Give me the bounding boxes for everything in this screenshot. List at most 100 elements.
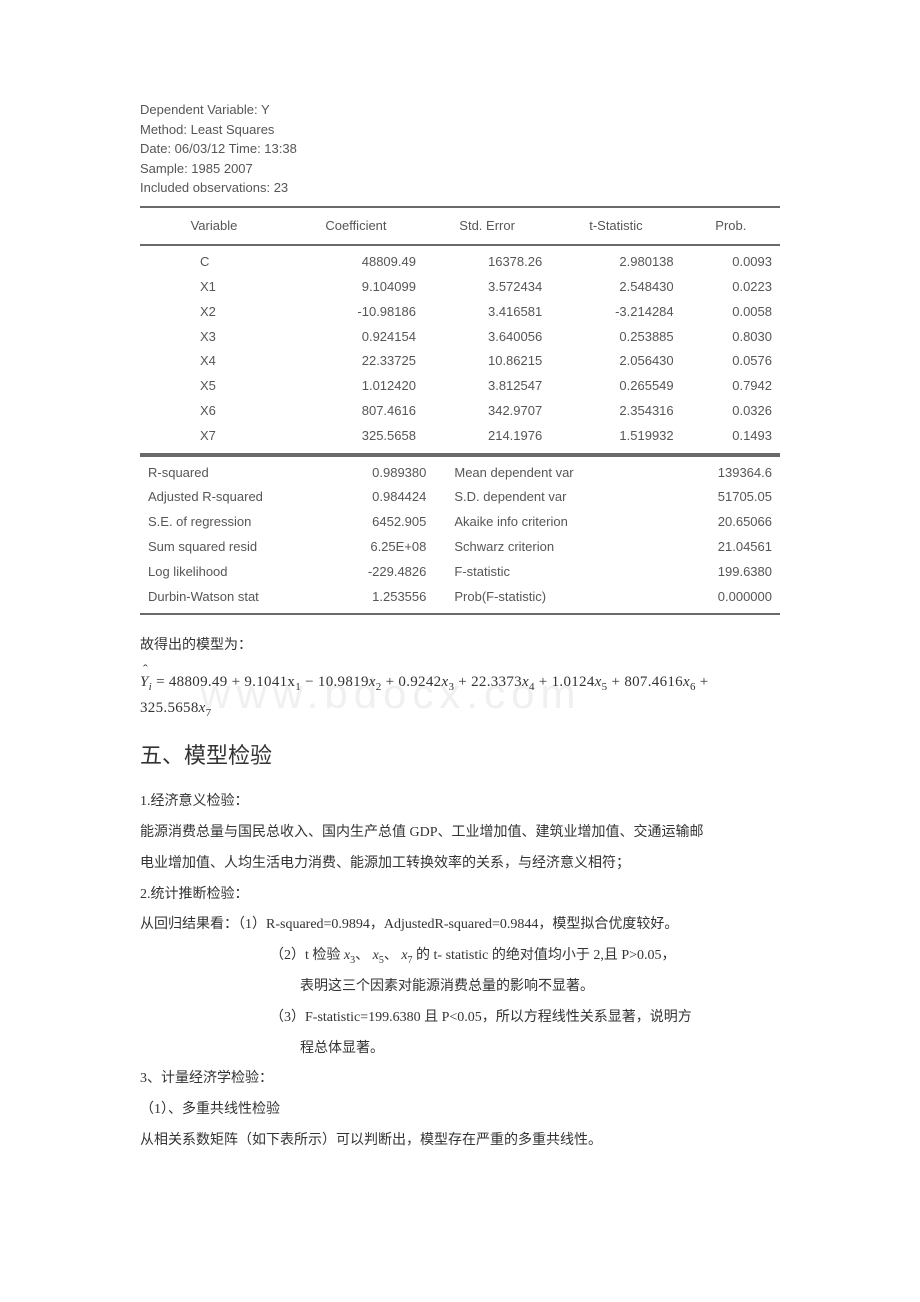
coef-cell: 0.0093: [682, 245, 780, 275]
included-line: Included observations: 23: [140, 178, 780, 198]
stats-row: Durbin-Watson stat1.253556Prob(F-statist…: [140, 585, 780, 615]
stats-row: R-squared0.989380Mean dependent var13936…: [140, 456, 780, 486]
stats-cell: 0.984424: [319, 485, 434, 510]
sec2-title: 2.统计推断检验：: [140, 880, 780, 911]
sec2-p3: 表明这三个因素对能源消费总量的影响不显著。: [140, 972, 780, 1003]
coef-row: X2-10.981863.416581-3.2142840.0058: [140, 300, 780, 325]
stats-cell: 20.65066: [652, 510, 780, 535]
coef-cell: 0.7942: [682, 374, 780, 399]
stats-cell: S.D. dependent var: [434, 485, 652, 510]
coef-cell: 807.4616: [288, 399, 424, 424]
col-prob: Prob.: [682, 207, 780, 246]
dep-var-line: Dependent Variable: Y: [140, 100, 780, 120]
coefficients-table: Variable Coefficient Std. Error t-Statis…: [140, 206, 780, 455]
sec2-p5: 程总体显著。: [140, 1034, 780, 1065]
coef-cell: 3.812547: [424, 374, 550, 399]
sec2-p2: （2）t 检验 x3、 x5、 x7 的 t- statistic 的绝对值均小…: [140, 941, 780, 972]
coef-row: X30.9241543.6400560.2538850.8030: [140, 325, 780, 350]
coef-cell: X4: [140, 349, 288, 374]
sep2: 、: [384, 948, 402, 963]
coef-row: C48809.4916378.262.9801380.0093: [140, 245, 780, 275]
sec2-p1: 从回归结果看：（1）R-squared=0.9894，AdjustedR-squ…: [140, 910, 780, 941]
sec1-p2: 电业增加值、人均生活电力消费、能源加工转换效率的关系，与经济意义相符；: [140, 849, 780, 880]
eq-term: + 807.4616x6: [607, 674, 695, 690]
stats-table: R-squared0.989380Mean dependent var13936…: [140, 455, 780, 616]
sec1-p1: 能源消费总量与国民总收入、国内生产总值 GDP、工业增加值、建筑业增加值、交通运…: [140, 818, 780, 849]
coef-cell: 0.0326: [682, 399, 780, 424]
stats-cell: Mean dependent var: [434, 456, 652, 486]
body-content: 1.经济意义检验： 能源消费总量与国民总收入、国内生产总值 GDP、工业增加值、…: [140, 787, 780, 1157]
coef-cell: 16378.26: [424, 245, 550, 275]
eq-lhs: Y: [140, 674, 149, 690]
sec2-p2-suffix: 的 t- statistic 的绝对值均小于 2,且 P>0.05，: [413, 948, 676, 963]
col-variable: Variable: [140, 207, 288, 246]
stats-cell: F-statistic: [434, 560, 652, 585]
sample-line: Sample: 1985 2007: [140, 159, 780, 179]
coef-cell: -10.98186: [288, 300, 424, 325]
coef-cell: 3.416581: [424, 300, 550, 325]
stats-cell: Prob(F-statistic): [434, 585, 652, 615]
model-intro-text: 故得出的模型为：: [140, 635, 780, 657]
coef-cell: C: [140, 245, 288, 275]
coef-row: X51.0124203.8125470.2655490.7942: [140, 374, 780, 399]
coef-row: X19.1040993.5724342.5484300.0223: [140, 275, 780, 300]
section-heading: 五、模型检验: [140, 738, 780, 773]
stats-row: Adjusted R-squared0.984424S.D. dependent…: [140, 485, 780, 510]
stats-cell: 6.25E+08: [319, 535, 434, 560]
coef-cell: X6: [140, 399, 288, 424]
coef-cell: 1.012420: [288, 374, 424, 399]
sec1-title: 1.经济意义检验：: [140, 787, 780, 818]
coef-cell: 325.5658: [288, 424, 424, 454]
eq-const: = 48809.49 + 9.1041x: [152, 674, 295, 690]
coef-cell: X2: [140, 300, 288, 325]
coef-row: X7325.5658214.19761.5199320.1493: [140, 424, 780, 454]
stats-cell: 0.000000: [652, 585, 780, 615]
stats-cell: Adjusted R-squared: [140, 485, 319, 510]
coef-cell: 0.8030: [682, 325, 780, 350]
coef-cell: 10.86215: [424, 349, 550, 374]
coef-cell: 48809.49: [288, 245, 424, 275]
sec2-p2-prefix: （2）t 检验: [270, 948, 344, 963]
coef-cell: 2.056430: [550, 349, 681, 374]
stats-row: Log likelihood-229.4826F-statistic199.63…: [140, 560, 780, 585]
col-coefficient: Coefficient: [288, 207, 424, 246]
sec3-title: 3、计量经济学检验：: [140, 1064, 780, 1095]
coef-cell: 0.1493: [682, 424, 780, 454]
sec3-p1: 从相关系数矩阵（如下表所示）可以判断出，模型存在严重的多重共线性。: [140, 1126, 780, 1157]
coef-cell: X7: [140, 424, 288, 454]
coef-cell: 214.1976: [424, 424, 550, 454]
stats-row: S.E. of regression6452.905Akaike info cr…: [140, 510, 780, 535]
col-stderror: Std. Error: [424, 207, 550, 246]
stats-cell: 1.253556: [319, 585, 434, 615]
stats-cell: 51705.05: [652, 485, 780, 510]
coef-row: X6807.4616342.97072.3543160.0326: [140, 399, 780, 424]
regression-output: Dependent Variable: Y Method: Least Squa…: [140, 100, 780, 615]
coef-cell: 0.0576: [682, 349, 780, 374]
sep1: 、: [355, 948, 373, 963]
method-line: Method: Least Squares: [140, 120, 780, 140]
date-line: Date: 06/03/12 Time: 13:38: [140, 139, 780, 159]
coef-cell: 3.572434: [424, 275, 550, 300]
col-tstat: t-Statistic: [550, 207, 681, 246]
coef-cell: 2.980138: [550, 245, 681, 275]
coef-cell: 342.9707: [424, 399, 550, 424]
coef-cell: X3: [140, 325, 288, 350]
coef-cell: 2.548430: [550, 275, 681, 300]
stats-cell: Log likelihood: [140, 560, 319, 585]
eq-term: + 1.0124x5: [535, 674, 608, 690]
coef-cell: 0.253885: [550, 325, 681, 350]
stats-cell: Schwarz criterion: [434, 535, 652, 560]
stats-cell: 21.04561: [652, 535, 780, 560]
coef-cell: X5: [140, 374, 288, 399]
stats-cell: R-squared: [140, 456, 319, 486]
stats-row: Sum squared resid6.25E+08Schwarz criteri…: [140, 535, 780, 560]
coef-cell: 0.924154: [288, 325, 424, 350]
coef-cell: 0.0223: [682, 275, 780, 300]
stats-cell: Akaike info criterion: [434, 510, 652, 535]
coef-cell: X1: [140, 275, 288, 300]
model-equation: Yi = 48809.49 + 9.1041x1 − 10.9819x2 + 0…: [140, 670, 780, 723]
stats-cell: 6452.905: [319, 510, 434, 535]
eq-term: − 10.9819x2: [301, 674, 382, 690]
coef-cell: 3.640056: [424, 325, 550, 350]
stats-cell: 139364.6: [652, 456, 780, 486]
